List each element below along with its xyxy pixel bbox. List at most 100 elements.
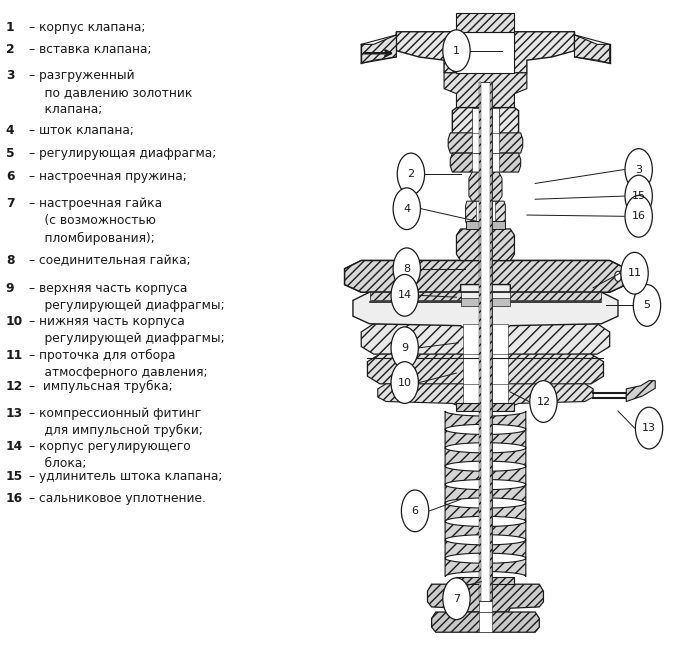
Text: 3: 3 <box>635 164 642 175</box>
Circle shape <box>402 490 429 531</box>
Polygon shape <box>466 201 505 224</box>
Polygon shape <box>479 229 492 261</box>
Text: 2: 2 <box>407 169 415 179</box>
Circle shape <box>397 153 425 195</box>
Circle shape <box>625 195 652 237</box>
Circle shape <box>625 175 652 217</box>
Polygon shape <box>452 108 519 136</box>
Polygon shape <box>448 133 523 153</box>
Polygon shape <box>445 521 526 540</box>
Polygon shape <box>370 292 461 301</box>
Text: – вставка клапана;: – вставка клапана; <box>29 43 152 55</box>
Circle shape <box>393 188 420 230</box>
Text: 3: 3 <box>6 69 15 82</box>
Text: 6: 6 <box>411 506 418 516</box>
Polygon shape <box>479 584 492 612</box>
Circle shape <box>635 407 663 449</box>
Text: 13: 13 <box>642 423 656 433</box>
Text: 11: 11 <box>6 349 23 362</box>
Polygon shape <box>353 292 618 330</box>
Text: 14: 14 <box>397 290 412 301</box>
Polygon shape <box>445 411 526 430</box>
Text: 11: 11 <box>628 268 642 278</box>
Polygon shape <box>378 384 593 408</box>
Polygon shape <box>445 430 526 448</box>
Text: – настроечная гайка
    (с возможностью
    пломбирования);: – настроечная гайка (с возможностью плом… <box>29 197 162 244</box>
Text: 10: 10 <box>397 377 412 388</box>
Text: 16: 16 <box>632 212 646 221</box>
Text: 12: 12 <box>6 380 23 393</box>
Polygon shape <box>469 172 502 201</box>
Text: 7: 7 <box>6 197 15 210</box>
Polygon shape <box>397 32 574 73</box>
Polygon shape <box>445 558 526 577</box>
Circle shape <box>625 149 652 190</box>
Text: – удлинитель штока клапана;: – удлинитель штока клапана; <box>29 470 222 482</box>
Bar <box>479 503 492 521</box>
Circle shape <box>443 578 470 620</box>
Bar <box>457 577 514 584</box>
Bar <box>479 466 492 484</box>
Bar <box>479 430 492 448</box>
Bar <box>461 299 510 306</box>
Polygon shape <box>450 153 521 172</box>
Circle shape <box>391 275 418 316</box>
Text: 14: 14 <box>6 440 23 453</box>
Text: 1: 1 <box>453 46 460 55</box>
Text: – верхняя часть корпуса
    регулирующей диафрагмы;: – верхняя часть корпуса регулирующей диа… <box>29 282 225 312</box>
Polygon shape <box>361 324 610 361</box>
Polygon shape <box>457 229 514 261</box>
Text: 9: 9 <box>401 342 409 353</box>
Polygon shape <box>445 466 526 484</box>
Text: 2: 2 <box>6 43 15 55</box>
Polygon shape <box>361 32 397 63</box>
Polygon shape <box>472 133 499 153</box>
Text: – соединительная гайка;: – соединительная гайка; <box>29 254 191 267</box>
Circle shape <box>391 362 418 403</box>
Bar <box>479 448 492 466</box>
Text: 8: 8 <box>6 254 15 267</box>
Text: 5: 5 <box>644 301 651 310</box>
Text: 16: 16 <box>6 492 23 505</box>
Text: – проточка для отбора
    атмосферного давления;: – проточка для отбора атмосферного давле… <box>29 349 207 379</box>
Text: – разгруженный
    по давлению золотник
    клапана;: – разгруженный по давлению золотник клап… <box>29 69 192 116</box>
Text: – корпус регулирующего
    блока;: – корпус регулирующего блока; <box>29 440 191 470</box>
Polygon shape <box>626 381 655 401</box>
Text: 15: 15 <box>6 470 23 482</box>
Bar <box>479 540 492 558</box>
Text: 8: 8 <box>403 264 411 273</box>
Text: 9: 9 <box>6 282 15 295</box>
Text: – регулирующая диафрагма;: – регулирующая диафрагма; <box>29 147 216 160</box>
Text: 5: 5 <box>6 147 15 160</box>
Bar <box>479 83 482 600</box>
Polygon shape <box>476 201 495 224</box>
Polygon shape <box>463 384 508 408</box>
Polygon shape <box>457 13 514 32</box>
Polygon shape <box>463 354 508 391</box>
Text: –  импульсная трубка;: – импульсная трубка; <box>29 380 173 393</box>
Text: – нижняя часть корпуса
    регулирующей диафрагмы;: – нижняя часть корпуса регулирующей диаф… <box>29 315 225 346</box>
Polygon shape <box>445 448 526 466</box>
Text: 4: 4 <box>403 204 411 213</box>
Polygon shape <box>444 73 527 108</box>
Circle shape <box>530 381 557 422</box>
Text: 12: 12 <box>537 397 551 406</box>
Polygon shape <box>472 108 499 136</box>
Circle shape <box>393 248 420 290</box>
Polygon shape <box>479 612 492 632</box>
Polygon shape <box>472 153 499 172</box>
Bar <box>479 83 492 600</box>
Text: 10: 10 <box>6 315 23 328</box>
Text: 13: 13 <box>6 407 23 420</box>
Bar <box>479 521 492 540</box>
Text: 6: 6 <box>6 170 15 183</box>
Polygon shape <box>432 612 539 632</box>
Bar <box>489 83 492 600</box>
Text: – корпус клапана;: – корпус клапана; <box>29 21 145 34</box>
Circle shape <box>443 30 470 72</box>
Polygon shape <box>574 32 610 63</box>
Text: 15: 15 <box>632 191 646 201</box>
Circle shape <box>633 284 661 326</box>
Text: – настроечная пружина;: – настроечная пружина; <box>29 170 187 183</box>
Polygon shape <box>457 32 514 73</box>
